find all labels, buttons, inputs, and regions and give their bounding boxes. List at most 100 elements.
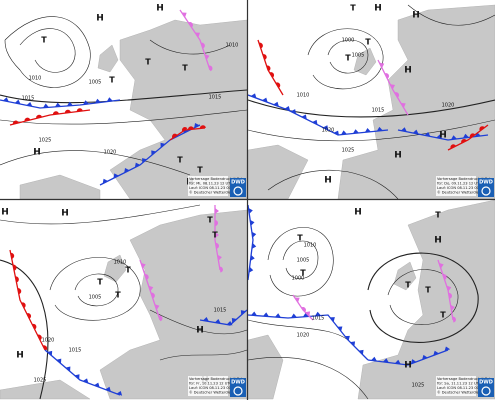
front-symbol [250, 254, 255, 261]
front-symbol [24, 117, 31, 122]
front-symbol [379, 62, 385, 69]
front-symbol [82, 378, 89, 384]
logo-text: DWD [231, 380, 245, 386]
front-symbol [116, 391, 123, 396]
front-symbol [64, 109, 71, 114]
low-label: T [109, 76, 115, 85]
land [0, 379, 91, 400]
caption-box [188, 376, 228, 396]
isobar-label: 1015 [69, 348, 82, 354]
front-symbol [36, 114, 43, 119]
front-symbol [240, 310, 246, 316]
front-symbol [65, 366, 71, 372]
isobar-label: 1010 [29, 76, 42, 82]
caption-line: für: Mi, 08.11.23 12 UTC [189, 182, 233, 186]
front-symbol [370, 356, 377, 362]
isobar [247, 119, 495, 142]
low-label: T [145, 58, 151, 67]
front-symbol [219, 266, 223, 273]
front-symbol [2, 97, 9, 102]
caption-box [188, 176, 228, 196]
front-symbol [94, 98, 101, 104]
high-label: H [404, 361, 412, 371]
panel: HHTTTTTHHH100510101015102010251015Vorher… [0, 204, 248, 400]
front-symbol [187, 126, 194, 130]
low-label: T [41, 36, 47, 45]
low-label: T [425, 286, 431, 295]
isobar [327, 39, 369, 74]
front-symbol [250, 219, 255, 226]
high-label: H [374, 4, 382, 14]
isobar [247, 357, 369, 400]
front-line [292, 294, 314, 321]
front-symbol [17, 288, 22, 295]
front-symbol [181, 12, 187, 18]
caption-line: Lauf: ICON 08.11.23 00 UTC [189, 386, 240, 390]
low-label: T [435, 211, 441, 220]
front-symbol [12, 120, 19, 125]
caption-line: Vorhersage Bodendruck (hPa) [437, 377, 491, 381]
isobar [267, 169, 399, 200]
front-symbol [160, 142, 166, 148]
low-label: T [125, 266, 131, 275]
land [353, 47, 377, 76]
front-symbol [322, 125, 329, 131]
caption-line: Vorhersage Bodendruck (hPa) [189, 377, 243, 381]
land [393, 261, 417, 291]
low-label: T [300, 269, 306, 278]
isobar-label: 1000 [342, 38, 355, 44]
land [19, 174, 101, 200]
isobar-label: 1020 [104, 150, 117, 156]
front-symbol [171, 133, 178, 139]
front-line [214, 205, 221, 271]
logo-swirl [233, 386, 243, 396]
front-symbol [352, 129, 359, 134]
isobar-label: 1005 [89, 80, 102, 86]
isobar [247, 319, 349, 341]
isobar-label: 1005 [297, 258, 310, 264]
front-symbol [433, 350, 439, 356]
high-label: H [1, 208, 9, 218]
front-symbol [262, 54, 267, 60]
front-symbol [462, 133, 469, 139]
low-label: T [207, 216, 213, 225]
front-symbol [231, 318, 237, 324]
isobar-label: 1020 [442, 103, 455, 109]
front-symbol [251, 242, 257, 249]
front-symbol [400, 102, 406, 109]
front-symbol [10, 252, 15, 259]
isobar-label: 1025 [39, 138, 52, 144]
caption-box [436, 176, 476, 196]
front-symbol [214, 319, 221, 324]
front-symbol [444, 346, 451, 352]
front-symbol [479, 126, 485, 131]
front-symbol [208, 65, 213, 72]
isobar-label: 1010 [304, 243, 317, 249]
low-label: T [177, 156, 183, 165]
front-symbol [251, 231, 257, 238]
front-symbol [258, 42, 263, 49]
panel: H T T T H T T T H 1000 1005 1010 1015 1020 1025 Vorhers… [247, 199, 495, 400]
isobar-label: 1020 [42, 338, 55, 344]
front-symbol [438, 262, 444, 269]
land [337, 4, 495, 200]
front-symbol [266, 65, 271, 72]
caption-line: Vorhersage Bodendruck (hPa) [437, 177, 491, 181]
high-label: H [33, 148, 41, 158]
caption-line: Lauf: ICON 08.11.23 00 UTC [437, 386, 488, 390]
front-symbol [105, 386, 111, 392]
isobar [247, 99, 495, 118]
front-symbol [215, 232, 219, 238]
logo-swirl [481, 386, 491, 396]
isobar [407, 4, 495, 26]
front-symbol [47, 350, 53, 356]
front-symbol [142, 158, 147, 164]
front-symbol [452, 316, 456, 323]
panel: HHTTTTHTTH1005101010151020102510151010Vo… [0, 4, 248, 200]
front-symbol [54, 102, 61, 107]
front-symbol [469, 133, 476, 139]
panel: H H T T T H H H H 1000 1005 1010 1015 1020 1025 1020 Vor… [247, 4, 495, 200]
front-symbol [290, 313, 297, 318]
front-symbol [394, 359, 401, 365]
